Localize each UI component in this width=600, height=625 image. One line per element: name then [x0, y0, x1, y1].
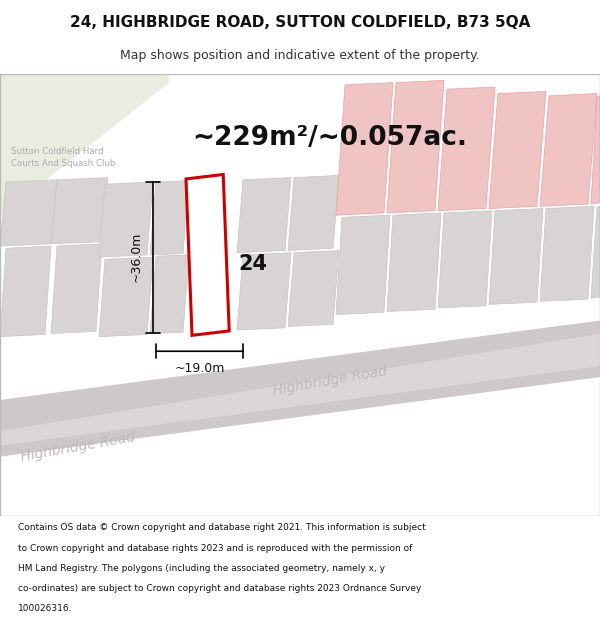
- Text: 100026316.: 100026316.: [18, 604, 73, 613]
- Polygon shape: [99, 257, 153, 337]
- Polygon shape: [387, 213, 441, 311]
- Polygon shape: [540, 206, 594, 301]
- Text: Highbridge Road: Highbridge Road: [20, 430, 136, 464]
- Text: ~229m²/~0.057ac.: ~229m²/~0.057ac.: [192, 125, 467, 151]
- Text: HM Land Registry. The polygons (including the associated geometry, namely x, y: HM Land Registry. The polygons (includin…: [18, 564, 385, 572]
- Text: Highbridge Road: Highbridge Road: [272, 364, 388, 398]
- Polygon shape: [99, 182, 153, 257]
- Text: 24: 24: [239, 254, 268, 274]
- Polygon shape: [336, 82, 393, 215]
- Text: Contains OS data © Crown copyright and database right 2021. This information is : Contains OS data © Crown copyright and d…: [18, 523, 426, 532]
- Polygon shape: [0, 246, 51, 337]
- Text: ~36.0m: ~36.0m: [130, 232, 143, 282]
- Polygon shape: [438, 87, 495, 211]
- Polygon shape: [150, 181, 189, 255]
- Text: co-ordinates) are subject to Crown copyright and database rights 2023 Ordnance S: co-ordinates) are subject to Crown copyr…: [18, 584, 421, 593]
- Polygon shape: [0, 321, 600, 456]
- Polygon shape: [387, 81, 444, 213]
- Polygon shape: [150, 255, 189, 334]
- Polygon shape: [288, 176, 339, 251]
- Text: ~19.0m: ~19.0m: [175, 361, 224, 374]
- Polygon shape: [51, 244, 102, 334]
- Polygon shape: [591, 206, 600, 298]
- Polygon shape: [0, 180, 57, 246]
- Polygon shape: [489, 91, 546, 209]
- Polygon shape: [540, 94, 597, 206]
- Polygon shape: [336, 215, 390, 314]
- Polygon shape: [0, 334, 600, 445]
- Polygon shape: [51, 177, 108, 244]
- Polygon shape: [438, 211, 492, 308]
- Polygon shape: [288, 251, 339, 326]
- Text: 24, HIGHBRIDGE ROAD, SUTTON COLDFIELD, B73 5QA: 24, HIGHBRIDGE ROAD, SUTTON COLDFIELD, B…: [70, 14, 530, 29]
- Text: to Crown copyright and database rights 2023 and is reproduced with the permissio: to Crown copyright and database rights 2…: [18, 544, 412, 552]
- Polygon shape: [591, 96, 600, 204]
- Polygon shape: [237, 177, 291, 252]
- Polygon shape: [186, 174, 229, 336]
- Text: Sutton Coldfield Hard
Courts And Squash Club: Sutton Coldfield Hard Courts And Squash …: [11, 148, 115, 168]
- Polygon shape: [237, 253, 291, 330]
- Polygon shape: [0, 74, 168, 215]
- Text: Map shows position and indicative extent of the property.: Map shows position and indicative extent…: [120, 49, 480, 62]
- Polygon shape: [489, 209, 543, 304]
